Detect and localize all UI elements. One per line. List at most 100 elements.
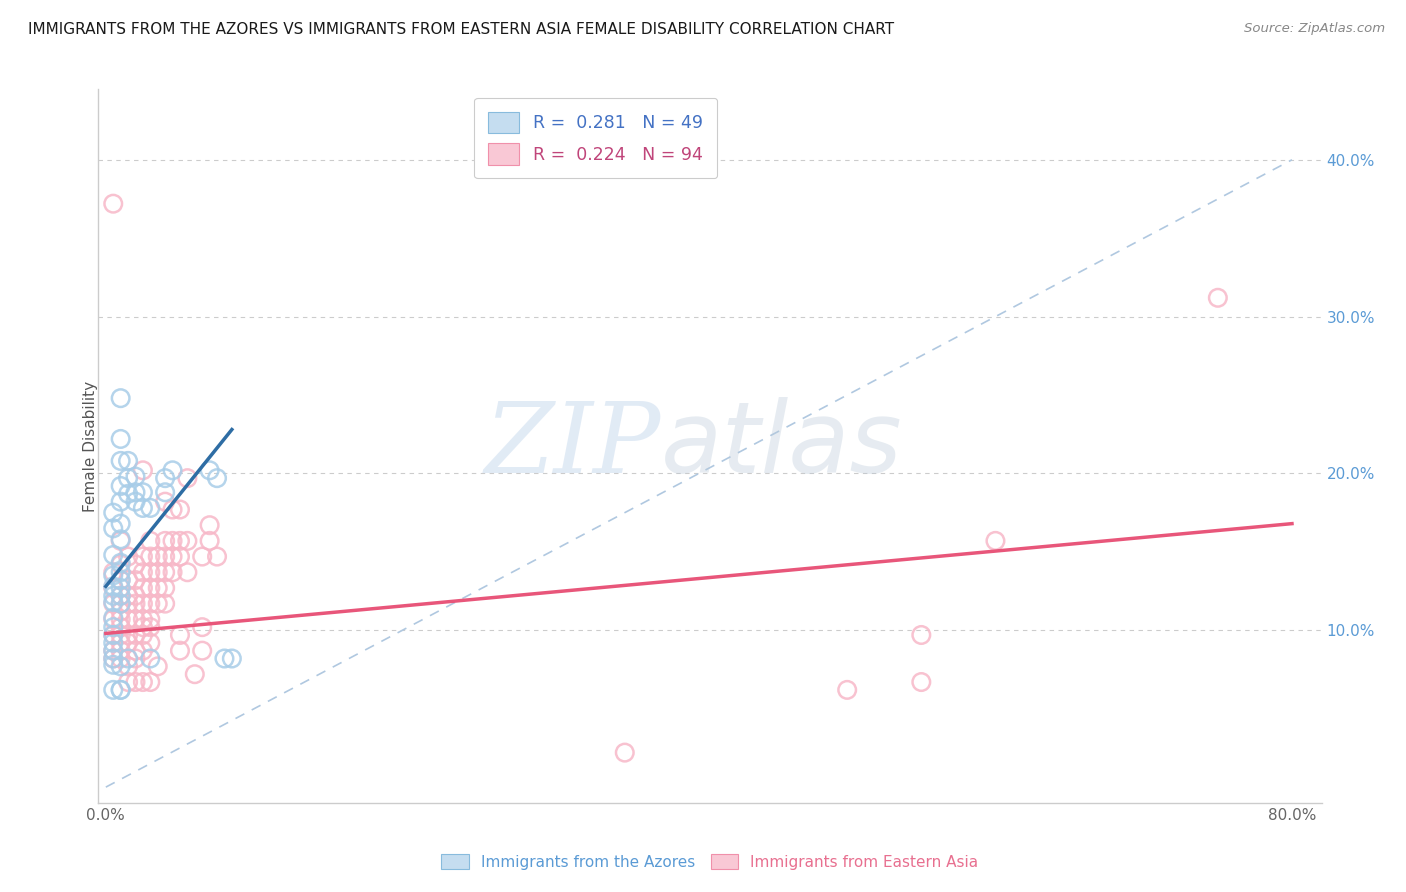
Point — [153, 494, 176, 508]
Point — [110, 651, 132, 665]
Point — [132, 463, 155, 477]
Text: ZIP: ZIP — [485, 399, 661, 493]
Point — [132, 485, 155, 500]
Point — [176, 533, 198, 548]
Point — [124, 589, 146, 603]
Point — [103, 651, 125, 665]
Point — [103, 628, 125, 642]
Point — [124, 597, 146, 611]
Point — [1206, 291, 1229, 305]
Text: IMMIGRANTS FROM THE AZORES VS IMMIGRANTS FROM EASTERN ASIA FEMALE DISABILITY COR: IMMIGRANTS FROM THE AZORES VS IMMIGRANTS… — [28, 22, 894, 37]
Point — [110, 494, 132, 508]
Y-axis label: Female Disability: Female Disability — [83, 380, 97, 512]
Point — [110, 556, 132, 570]
Point — [132, 566, 155, 580]
Point — [139, 533, 162, 548]
Point — [103, 643, 125, 657]
Point — [110, 391, 132, 405]
Point — [110, 432, 132, 446]
Point — [153, 549, 176, 564]
Point — [110, 516, 132, 531]
Point — [103, 506, 125, 520]
Point — [910, 628, 932, 642]
Point — [162, 566, 184, 580]
Point — [132, 500, 155, 515]
Point — [103, 566, 125, 580]
Point — [110, 682, 132, 697]
Point — [124, 675, 146, 690]
Point — [103, 657, 125, 672]
Point — [139, 620, 162, 634]
Point — [132, 581, 155, 595]
Point — [146, 566, 169, 580]
Point — [198, 533, 221, 548]
Point — [153, 471, 176, 485]
Text: Source: ZipAtlas.com: Source: ZipAtlas.com — [1244, 22, 1385, 36]
Point — [103, 628, 125, 642]
Point — [103, 595, 125, 609]
Point — [124, 469, 146, 483]
Point — [184, 667, 207, 681]
Point — [124, 651, 146, 665]
Point — [124, 643, 146, 657]
Point — [132, 612, 155, 626]
Text: atlas: atlas — [661, 398, 903, 494]
Point — [117, 628, 139, 642]
Point — [103, 651, 125, 665]
Point — [124, 485, 146, 500]
Point — [110, 612, 132, 626]
Point — [117, 612, 139, 626]
Point — [103, 196, 125, 211]
Point — [124, 628, 146, 642]
Point — [103, 611, 125, 625]
Point — [110, 604, 132, 618]
Point — [162, 533, 184, 548]
Point — [110, 479, 132, 493]
Point — [103, 568, 125, 582]
Point — [176, 471, 198, 485]
Point — [117, 589, 139, 603]
Point — [103, 682, 125, 697]
Point — [139, 581, 162, 595]
Point — [139, 566, 162, 580]
Point — [110, 620, 132, 634]
Point — [139, 500, 162, 515]
Point — [110, 597, 132, 611]
Point — [117, 573, 139, 587]
Point — [103, 636, 125, 650]
Point — [103, 579, 125, 593]
Point — [139, 675, 162, 690]
Point — [169, 533, 191, 548]
Point — [162, 549, 184, 564]
Point — [110, 597, 132, 611]
Point — [124, 573, 146, 587]
Point — [117, 651, 139, 665]
Point — [103, 548, 125, 562]
Point — [110, 581, 132, 595]
Point — [153, 485, 176, 500]
Point — [205, 549, 228, 564]
Point — [132, 628, 155, 642]
Point — [124, 558, 146, 572]
Point — [110, 566, 132, 580]
Point — [162, 463, 184, 477]
Point — [139, 636, 162, 650]
Point — [132, 597, 155, 611]
Point — [132, 549, 155, 564]
Point — [910, 675, 932, 690]
Point — [117, 597, 139, 611]
Point — [117, 471, 139, 485]
Point — [139, 549, 162, 564]
Point — [221, 651, 243, 665]
Point — [110, 573, 132, 587]
Point — [110, 454, 132, 468]
Point — [132, 675, 155, 690]
Point — [153, 581, 176, 595]
Point — [110, 659, 132, 673]
Point — [103, 521, 125, 535]
Point — [110, 589, 132, 603]
Point — [169, 549, 191, 564]
Point — [146, 597, 169, 611]
Point — [110, 636, 132, 650]
Point — [153, 533, 176, 548]
